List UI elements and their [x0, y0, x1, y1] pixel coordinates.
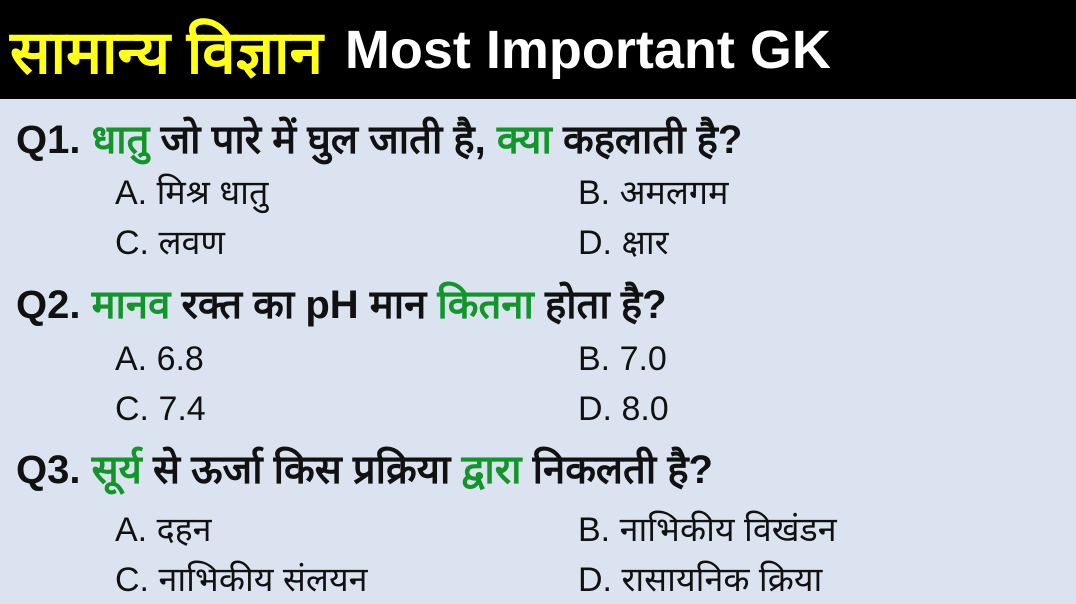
- option-b: B. 7.0: [578, 340, 667, 378]
- option-d: D. 8.0: [578, 390, 669, 428]
- highlighted-word: सूर्य: [91, 448, 142, 492]
- option-c: C. 7.4: [115, 390, 206, 428]
- question-2: Q2. मानव रक्त का pH मान कितना होता है?: [16, 275, 667, 330]
- question-1: Q1. धातु जो पारे में घुल जाती है, क्या क…: [16, 110, 742, 165]
- highlighted-word: द्वारा: [461, 448, 522, 492]
- option-a: A. दहन: [115, 511, 212, 549]
- question-text: रक्त का pH मान: [170, 283, 438, 327]
- question-number: Q2.: [16, 283, 81, 327]
- option-a: A. 6.8: [115, 340, 204, 378]
- title-hindi: सामान्य विज्ञान: [10, 18, 323, 86]
- option-d: D. रासायनिक क्रिया: [578, 561, 823, 599]
- highlighted-word: मानव: [91, 283, 171, 327]
- question-text: से ऊर्जा किस प्रक्रिया: [141, 448, 462, 492]
- question-text: कहलाती है?: [551, 118, 743, 162]
- highlighted-word: कितना: [437, 283, 534, 327]
- option-a: A. मिश्र धातु: [115, 174, 269, 212]
- highlighted-word: क्या: [496, 118, 552, 162]
- option-c: C. लवण: [115, 224, 225, 262]
- option-d: D. क्षार: [578, 224, 669, 262]
- option-b: B. नाभिकीय विखंडन: [578, 511, 837, 549]
- question-text: होता है?: [533, 283, 667, 327]
- question-number: Q1.: [16, 118, 81, 162]
- question-text: जो पारे में घुल जाती है,: [149, 118, 497, 162]
- question-3: Q3. सूर्य से ऊर्जा किस प्रक्रिया द्वारा …: [16, 440, 713, 495]
- highlighted-word: धातु: [91, 118, 150, 162]
- question-number: Q3.: [16, 448, 81, 492]
- title-english: Most Important GK: [344, 19, 831, 80]
- question-text: निकलती है?: [521, 448, 713, 492]
- header-banner: सामान्य विज्ञान Most Important GK: [0, 0, 1076, 99]
- option-c: C. नाभिकीय संलयन: [115, 561, 368, 599]
- option-b: B. अमलगम: [578, 174, 729, 212]
